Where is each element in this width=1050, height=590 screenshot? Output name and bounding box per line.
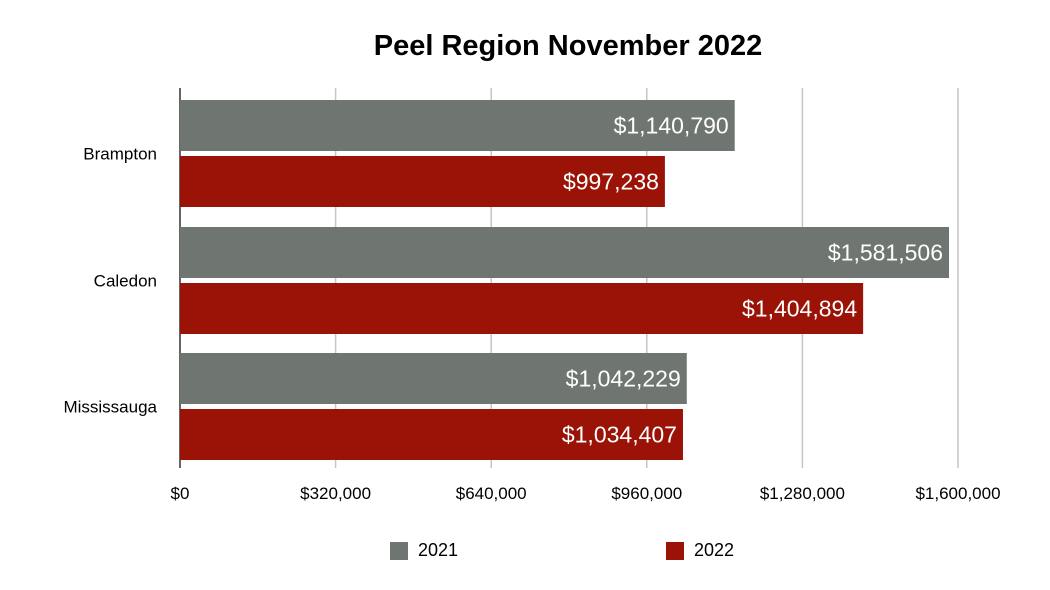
x-tick-label: $320,000	[300, 484, 371, 503]
legend-item-2022: 2022	[666, 540, 734, 561]
bar-mississauga-2022	[180, 409, 683, 460]
data-label: $1,034,407	[562, 422, 677, 448]
chart-title: Peel Region November 2022	[373, 30, 763, 62]
data-label: $1,140,790	[614, 113, 729, 139]
x-tick-label: $640,000	[456, 484, 527, 503]
legend-swatch-2022	[666, 541, 684, 560]
data-label: $1,581,506	[828, 240, 943, 266]
bars	[180, 100, 950, 460]
x-tick-label: $960,000	[611, 484, 682, 503]
x-tick-label: $1,280,000	[760, 484, 845, 503]
data-label: $1,404,894	[742, 296, 857, 322]
category-labels: Brampton Caledon Mississauga	[63, 145, 157, 417]
legend-label-2021: 2021	[418, 540, 459, 560]
category-label: Brampton	[83, 145, 157, 164]
bar-caledon-2022	[180, 283, 864, 334]
data-label: $1,042,229	[566, 366, 681, 392]
bar-brampton-2021	[180, 100, 735, 151]
bar-mississauga-2021	[180, 353, 687, 404]
bar-brampton-2022	[180, 156, 665, 207]
data-label: $997,238	[563, 169, 659, 195]
category-label: Caledon	[94, 272, 157, 291]
bar-caledon-2021	[180, 227, 950, 278]
data-labels: $1,140,790 $997,238 $1,581,506 $1,404,894 $1…	[562, 113, 943, 448]
x-tick-labels: $0 $320,000 $640,000 $960,000 $1,280,000 $1,6…	[171, 484, 1001, 503]
legend-label-2022: 2022	[694, 540, 735, 560]
legend-item-2021: 2021	[390, 540, 458, 561]
category-label: Mississauga	[63, 398, 157, 417]
legend-swatch-2021	[390, 541, 408, 560]
x-tick-label: $0	[171, 484, 190, 503]
x-tick-label: $1,600,000	[915, 484, 1000, 503]
